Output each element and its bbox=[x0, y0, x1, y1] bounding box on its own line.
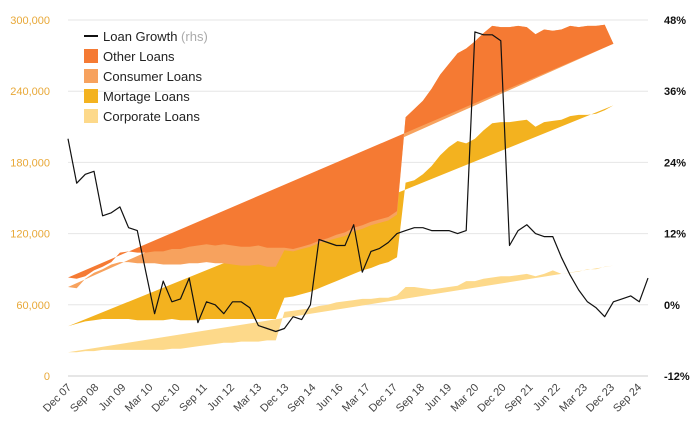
x-tick-label: Sep 24 bbox=[611, 382, 644, 415]
x-tick-label: Dec 23 bbox=[584, 382, 617, 415]
y-tick-label: 300,000 bbox=[10, 15, 50, 27]
x-tick-label: Jun 09 bbox=[97, 382, 129, 414]
right-axis: -12% 0% 12% 24% 36% 48% bbox=[664, 15, 690, 383]
x-tick-label: Sep 18 bbox=[394, 382, 427, 415]
x-tick-label: Jun 22 bbox=[531, 382, 563, 414]
x-tick-label: Mar 23 bbox=[557, 382, 590, 415]
x-tick-label: Jun 12 bbox=[205, 382, 237, 414]
x-tick-label: Dec 20 bbox=[475, 382, 508, 415]
legend-label-consumer-loans: Consumer Loans bbox=[103, 69, 202, 84]
y-tick-label: 180,000 bbox=[10, 157, 50, 169]
legend: Loan Growth (rhs) Other Loans Consumer Loa… bbox=[84, 29, 208, 124]
legend-swatch-other-loans bbox=[84, 49, 98, 63]
y2-tick-label: 0% bbox=[664, 300, 680, 312]
x-tick-label: Mar 13 bbox=[231, 382, 264, 415]
x-tick-label: Sep 08 bbox=[68, 382, 101, 415]
y-tick-label: 0 bbox=[44, 371, 50, 383]
legend-note: (rhs) bbox=[177, 29, 207, 44]
y-tick-label: 60,000 bbox=[16, 300, 50, 312]
legend-label-corporate-loans: Corporate Loans bbox=[103, 109, 200, 124]
area-layer bbox=[68, 24, 614, 353]
x-tick-label: Jun 19 bbox=[422, 382, 454, 414]
line-loan-growth bbox=[67, 31, 649, 333]
y2-tick-label: -12% bbox=[664, 371, 690, 383]
x-tick-label: Sep 14 bbox=[285, 382, 318, 415]
legend-label-other-loans: Other Loans bbox=[103, 49, 175, 64]
x-tick-label: Mar 20 bbox=[449, 382, 482, 415]
x-tick-label: Jun 16 bbox=[314, 382, 346, 414]
y-tick-label: 240,000 bbox=[10, 86, 50, 98]
x-tick-label: Dec 13 bbox=[258, 382, 291, 415]
line-layer bbox=[67, 31, 649, 333]
y2-tick-label: 48% bbox=[664, 15, 686, 27]
x-tick-label: Sep 11 bbox=[177, 382, 210, 415]
legend-label-mortage-loans: Mortage Loans bbox=[103, 89, 190, 104]
y2-tick-label: 36% bbox=[664, 86, 686, 98]
x-tick-label: Mar 10 bbox=[123, 382, 156, 415]
x-tick-label: Dec 17 bbox=[367, 382, 400, 415]
area-corporate-loans bbox=[68, 265, 614, 353]
x-tick-label: Mar 17 bbox=[340, 382, 373, 415]
y2-tick-label: 24% bbox=[664, 157, 686, 169]
y-tick-label: 120,000 bbox=[10, 229, 50, 241]
area-other-loans bbox=[68, 24, 614, 279]
legend-swatch-mortage-loans bbox=[84, 89, 98, 103]
legend-swatch-corporate-loans bbox=[84, 109, 98, 123]
legend-label-loan-growth: Loan Growth (rhs) bbox=[103, 29, 208, 44]
x-tick-label: Sep 21 bbox=[503, 382, 536, 415]
y2-tick-label: 12% bbox=[664, 229, 686, 241]
left-axis: 0 60,000 120,000 180,000 240,000 300,000 bbox=[10, 15, 50, 383]
x-tick-label: Dec 07 bbox=[41, 382, 74, 415]
x-tick-label: Dec 10 bbox=[150, 382, 183, 415]
legend-swatch-consumer-loans bbox=[84, 69, 98, 83]
